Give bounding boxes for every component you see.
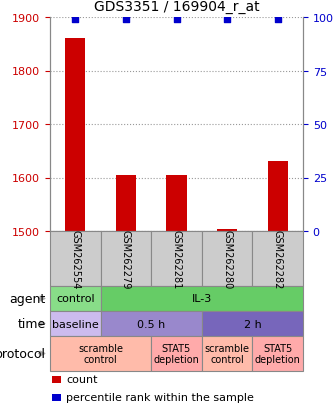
Text: protocol: protocol (0, 347, 46, 360)
Point (123, 17, 129, 24)
Text: scramble
control: scramble control (204, 343, 250, 364)
Text: control: control (56, 294, 95, 304)
Text: percentile rank within the sample: percentile rank within the sample (66, 392, 254, 402)
Point (275, 17, 280, 24)
Text: GSM262279: GSM262279 (121, 229, 131, 289)
Text: agent: agent (10, 292, 46, 305)
Text: GSM262281: GSM262281 (171, 229, 181, 288)
Bar (217, 230, 237, 231)
Text: STAT5
depletion: STAT5 depletion (154, 343, 199, 364)
Text: baseline: baseline (52, 319, 99, 329)
Point (174, 17, 179, 24)
Bar (268, 162, 288, 231)
Text: scramble
control: scramble control (78, 343, 123, 364)
Text: 2 h: 2 h (243, 319, 261, 329)
Text: GSM262282: GSM262282 (273, 229, 283, 289)
Bar (65, 39, 86, 231)
Text: GSM262554: GSM262554 (70, 229, 80, 289)
Point (73, 17, 78, 24)
Text: count: count (66, 374, 98, 384)
Point (224, 17, 230, 24)
Text: STAT5
depletion: STAT5 depletion (255, 343, 301, 364)
Title: GDS3351 / 169904_r_at: GDS3351 / 169904_r_at (94, 0, 259, 14)
Text: IL-3: IL-3 (192, 294, 212, 304)
Text: 0.5 h: 0.5 h (137, 319, 165, 329)
Text: GSM262280: GSM262280 (222, 229, 232, 288)
Text: time: time (18, 317, 46, 330)
Bar (116, 176, 136, 231)
Bar (166, 176, 186, 231)
